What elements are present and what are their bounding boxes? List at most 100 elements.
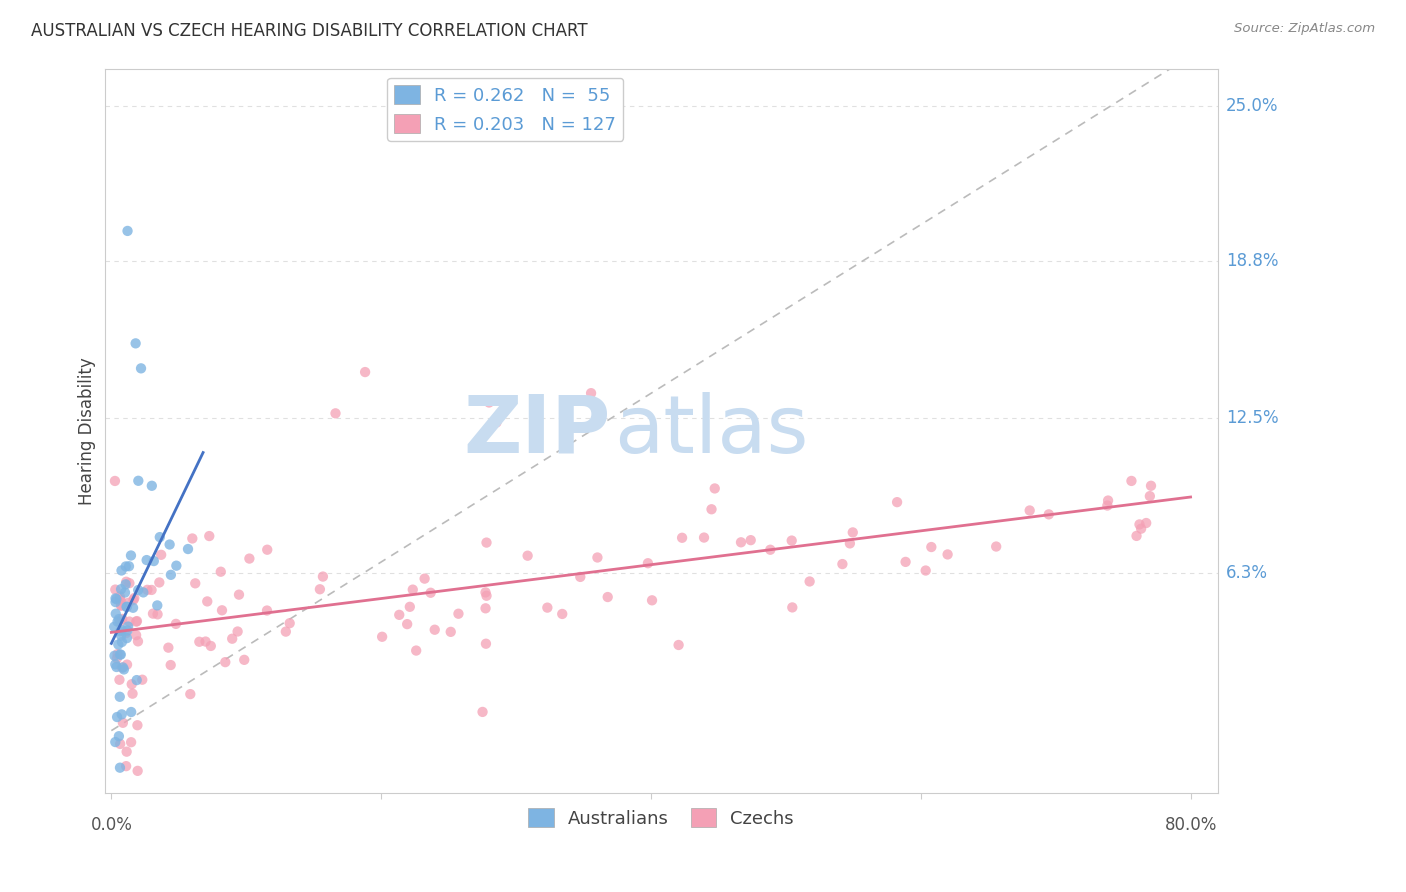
Point <box>108 737 131 751</box>
Point <box>105 592 128 607</box>
Point <box>413 572 436 586</box>
Point <box>1130 522 1153 536</box>
Point <box>396 617 419 632</box>
Point <box>110 593 132 607</box>
Point <box>838 536 860 550</box>
Text: 6.3%: 6.3% <box>1226 565 1268 582</box>
Point <box>309 582 332 597</box>
Point <box>105 651 128 665</box>
Point <box>115 574 138 589</box>
Point <box>120 705 142 719</box>
Point <box>831 557 853 571</box>
Point <box>228 588 250 602</box>
Point <box>111 635 134 649</box>
Point <box>118 559 141 574</box>
Point <box>388 607 411 622</box>
Point <box>114 577 136 591</box>
Point <box>586 550 609 565</box>
Point <box>226 624 249 639</box>
Point <box>256 542 278 557</box>
Point <box>419 586 441 600</box>
Point <box>127 582 149 597</box>
Point <box>214 655 236 669</box>
Point <box>447 607 470 621</box>
Point <box>159 658 181 673</box>
Point <box>1018 503 1040 517</box>
Point <box>233 653 256 667</box>
Point <box>238 551 260 566</box>
Point <box>108 761 131 775</box>
Point <box>799 574 821 589</box>
Point <box>111 624 134 638</box>
Point <box>125 673 148 687</box>
Point <box>221 632 243 646</box>
Point <box>108 592 131 607</box>
Point <box>423 623 446 637</box>
Text: Source: ZipAtlas.com: Source: ZipAtlas.com <box>1234 22 1375 36</box>
Text: 25.0%: 25.0% <box>1226 97 1278 115</box>
Point <box>115 657 138 672</box>
Point <box>104 607 127 621</box>
Text: 18.8%: 18.8% <box>1226 252 1278 270</box>
Point <box>936 548 959 562</box>
Point <box>118 596 141 610</box>
Point <box>110 624 132 639</box>
Point <box>475 535 498 549</box>
Point <box>110 648 132 662</box>
Point <box>110 629 132 643</box>
Point <box>730 535 752 549</box>
Point <box>104 735 127 749</box>
Point <box>440 624 463 639</box>
Point <box>114 585 136 599</box>
Point <box>551 607 574 621</box>
Point <box>516 549 538 563</box>
Point <box>1121 474 1143 488</box>
Point <box>195 594 218 608</box>
Point <box>536 600 558 615</box>
Point <box>920 540 942 554</box>
Point <box>115 626 138 640</box>
Point <box>579 386 602 401</box>
Point <box>111 707 134 722</box>
Text: 80.0%: 80.0% <box>1164 815 1216 833</box>
Point <box>107 615 129 629</box>
Point <box>141 479 163 493</box>
Point <box>127 634 149 648</box>
Point <box>132 585 155 599</box>
Point <box>115 759 138 773</box>
Point <box>211 603 233 617</box>
Point <box>782 600 804 615</box>
Point <box>209 565 232 579</box>
Point <box>668 638 690 652</box>
Point <box>188 634 211 648</box>
Point <box>108 729 131 743</box>
Point <box>117 624 139 638</box>
Point <box>108 648 131 662</box>
Point <box>200 639 222 653</box>
Point <box>127 474 149 488</box>
Point <box>104 474 127 488</box>
Point <box>142 607 165 621</box>
Point <box>474 601 496 615</box>
Point <box>160 567 183 582</box>
Point <box>1125 529 1147 543</box>
Point <box>1128 517 1150 532</box>
Point <box>124 336 146 351</box>
Y-axis label: Hearing Disability: Hearing Disability <box>79 357 96 505</box>
Point <box>105 710 128 724</box>
Point <box>129 361 152 376</box>
Point <box>671 531 693 545</box>
Point <box>569 570 592 584</box>
Point <box>104 582 127 597</box>
Point <box>124 591 146 605</box>
Point <box>157 640 180 655</box>
Point <box>146 599 169 613</box>
Point <box>120 735 142 749</box>
Point <box>405 643 427 657</box>
Point <box>1135 516 1157 530</box>
Point <box>110 582 132 597</box>
Point <box>115 631 138 645</box>
Point <box>141 582 163 597</box>
Point <box>637 556 659 570</box>
Point <box>111 660 134 674</box>
